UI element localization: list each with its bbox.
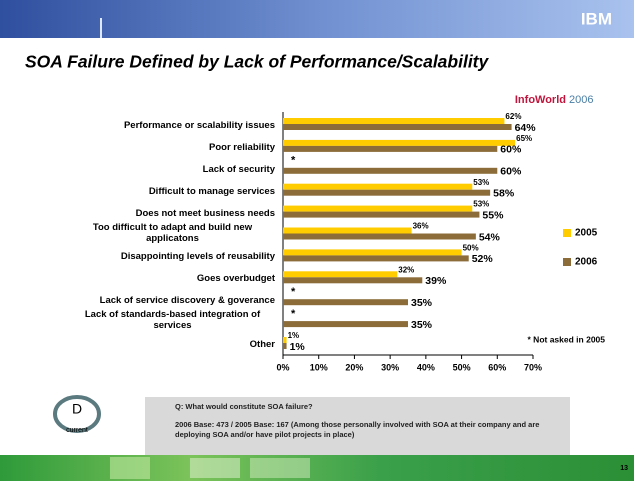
category-text: Difficult to manage services — [148, 185, 275, 197]
category-label: Disappointing levels of reusability — [121, 246, 275, 264]
value-label: 32% — [398, 265, 414, 274]
bar — [283, 124, 512, 130]
bar — [283, 343, 287, 349]
category-label: Difficult to manage services — [149, 181, 275, 199]
bar — [283, 211, 480, 218]
value-label: 35% — [411, 319, 433, 331]
value-label: 58% — [493, 187, 515, 199]
bar — [283, 227, 412, 234]
bar — [283, 277, 423, 284]
value-label: 53% — [473, 178, 489, 187]
not-asked-marker: * — [291, 155, 296, 167]
bar — [283, 167, 498, 174]
x-tick-label: 70% — [524, 362, 542, 372]
legend-label: 2006 — [575, 257, 598, 268]
category-text: Other — [249, 339, 275, 350]
value-label: 39% — [425, 275, 447, 287]
note-box: Q: What would constitute SOA failure? 20… — [145, 397, 570, 455]
value-label: 50% — [463, 244, 479, 253]
category-label: Other — [250, 334, 275, 352]
note-base: 2006 Base: 473 / 2005 Base: 167 (Among t… — [175, 420, 540, 439]
legend-swatch — [563, 258, 571, 266]
x-tick-label: 20% — [345, 362, 363, 372]
footer-decor — [110, 457, 150, 479]
value-label: 64% — [515, 122, 537, 134]
bar — [283, 299, 408, 306]
value-label: 1% — [290, 341, 306, 353]
value-label: 62% — [505, 112, 521, 121]
bar — [283, 139, 516, 146]
bar — [283, 271, 398, 278]
category-text: Too difficult to adapt and build new app… — [92, 221, 253, 244]
bar — [283, 321, 408, 328]
category-label: Lack of security — [203, 159, 275, 177]
bar — [283, 255, 469, 262]
source-name: InfoWorld — [515, 94, 566, 106]
bar — [283, 233, 476, 240]
footnote: * Not asked in 2005 — [528, 334, 606, 344]
category-label: Too difficult to adapt and build new app… — [70, 222, 275, 246]
x-tick-label: 40% — [417, 362, 435, 372]
category-text: Lack of standards-based integration of s… — [84, 309, 261, 332]
bar — [283, 249, 462, 256]
bar — [283, 118, 505, 124]
note-question: Q: What would constitute SOA failure? — [175, 402, 313, 411]
category-text: Goes overbudget — [196, 273, 275, 285]
category-text: Poor reliability — [209, 141, 275, 153]
category-label: Performance or scalability issues — [124, 115, 275, 133]
bar — [283, 337, 287, 343]
category-label: Lack of standards-based integration of s… — [70, 309, 275, 333]
value-label: 65% — [516, 134, 532, 143]
value-label: 60% — [500, 144, 522, 156]
badge — [53, 395, 101, 433]
value-label: 1% — [288, 331, 300, 340]
banner-stripe — [100, 18, 102, 38]
x-tick-label: 30% — [381, 362, 399, 372]
value-label: 35% — [411, 297, 433, 309]
x-tick-label: 10% — [310, 362, 328, 372]
not-asked-marker: * — [291, 308, 296, 320]
bar — [283, 145, 498, 152]
badge-letter: D — [72, 401, 82, 417]
value-label: 53% — [473, 200, 489, 209]
bar — [283, 183, 473, 190]
category-label: Poor reliability — [209, 137, 275, 155]
legend-swatch — [563, 229, 571, 237]
chart-title: SOA Failure Defined by Lack of Performan… — [25, 52, 490, 72]
badge-caption: current — [66, 427, 88, 434]
value-label: 55% — [482, 209, 504, 221]
value-label: 60% — [500, 166, 522, 178]
source-year: 2006 — [569, 94, 593, 106]
header-banner — [0, 0, 634, 38]
footer-decor — [190, 458, 240, 478]
value-label: 52% — [472, 253, 494, 265]
page-number: 13 — [620, 465, 628, 472]
category-label: Goes overbudget — [197, 268, 275, 286]
category-label: Lack of service discovery & goverance — [100, 290, 275, 308]
footer-strip — [0, 455, 634, 481]
not-asked-marker: * — [291, 286, 296, 298]
x-tick-label: 50% — [453, 362, 471, 372]
legend-label: 2005 — [575, 228, 598, 239]
category-text: Lack of security — [202, 163, 275, 175]
x-tick-label: 0% — [276, 362, 289, 372]
logo: IBM — [581, 9, 612, 28]
category-text: Lack of service discovery & goverance — [99, 295, 275, 307]
category-text: Does not meet business needs — [135, 207, 275, 219]
category-text: Disappointing levels of reusability — [120, 251, 275, 263]
value-label: 36% — [413, 222, 429, 231]
bar — [283, 189, 491, 196]
x-tick-label: 60% — [488, 362, 506, 372]
bar — [283, 205, 473, 212]
category-label: Does not meet business needs — [136, 203, 275, 221]
category-text: Performance or scalability issues — [123, 120, 275, 131]
value-label: 54% — [479, 231, 501, 243]
footer-decor — [250, 458, 310, 478]
